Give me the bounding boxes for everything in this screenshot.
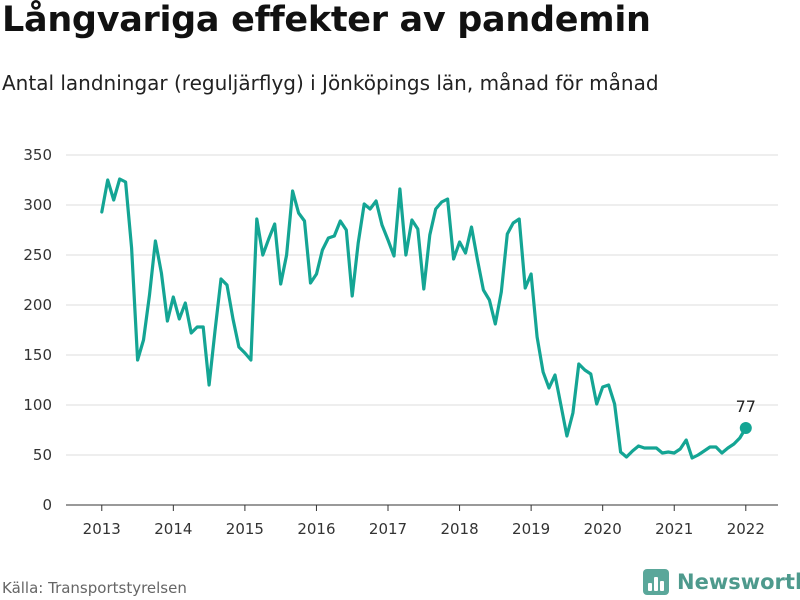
x-tick-label: 2020 [584, 520, 622, 538]
y-tick-label: 300 [23, 196, 52, 214]
x-tick-label: 2013 [83, 520, 121, 538]
x-tick-label: 2014 [154, 520, 192, 538]
chart-subtitle: Antal landningar (reguljärflyg) i Jönköp… [2, 71, 659, 95]
x-tick-label: 2015 [226, 520, 264, 538]
series-line [100, 177, 748, 460]
end-point-marker [739, 422, 752, 434]
end-point-label: 77 [736, 397, 756, 416]
x-tick-label: 2016 [297, 520, 335, 538]
x-tick-label: 2022 [727, 520, 765, 538]
x-tick-label: 2019 [512, 520, 550, 538]
bar-chart-icon [643, 569, 669, 595]
x-tick-label: 2017 [369, 520, 407, 538]
brand-logo: Newsworthy [643, 566, 800, 598]
y-tick-label: 350 [23, 146, 52, 164]
x-tick-label: 2018 [440, 520, 478, 538]
x-tick-label: 2021 [655, 520, 693, 538]
y-tick-label: 150 [23, 346, 52, 364]
y-tick-label: 50 [33, 446, 52, 464]
y-tick-label: 0 [42, 496, 52, 514]
y-tick-label: 250 [23, 246, 52, 264]
brand-name: Newsworthy [677, 570, 800, 594]
y-tick-label: 100 [23, 396, 52, 414]
y-tick-label: 200 [23, 296, 52, 314]
chart-title: Långvariga effekter av pandemin [2, 0, 651, 40]
source-note: Källa: Transportstyrelsen [2, 579, 187, 597]
